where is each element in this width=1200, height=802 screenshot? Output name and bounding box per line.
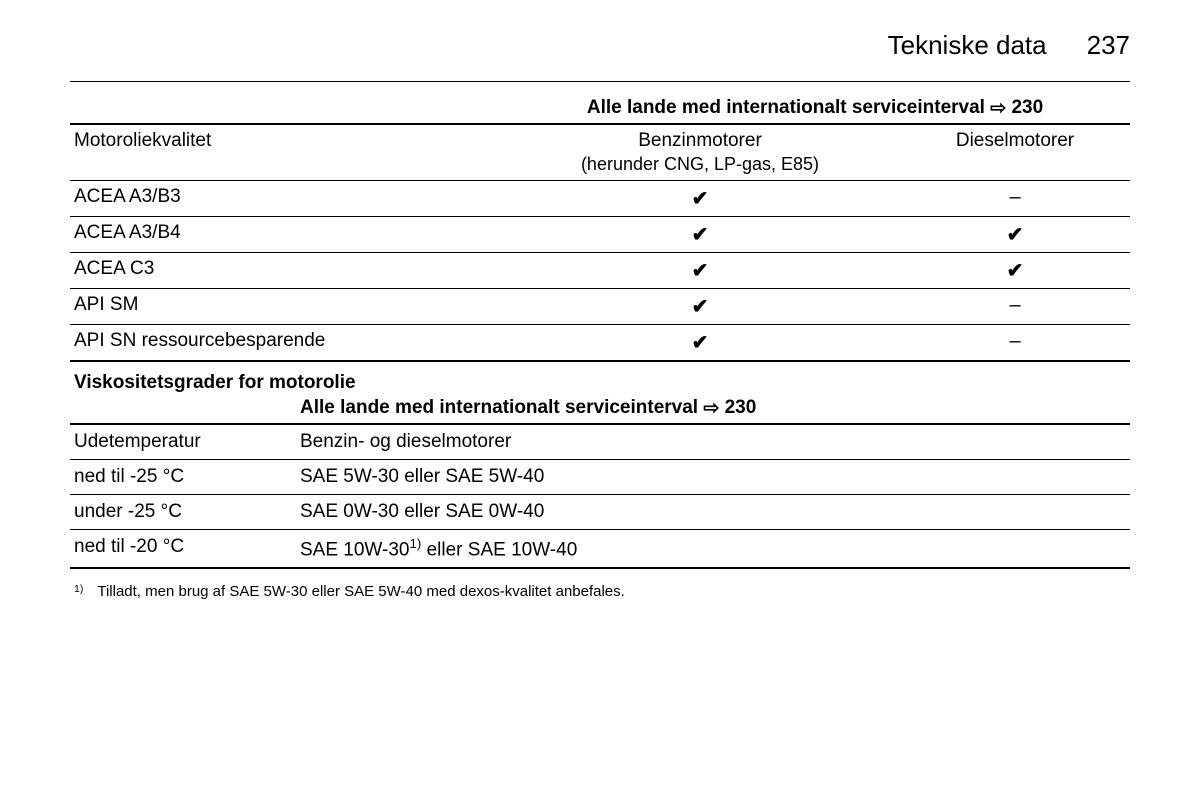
table1-col3-header: Dieselmotorer — [900, 130, 1130, 152]
check-icon: ✔ — [1007, 224, 1024, 246]
temperature-cell: ned til -25 °C — [70, 466, 300, 488]
footnote: 1) Tilladt, men brug af SAE 5W-30 eller … — [70, 569, 1130, 602]
table-row: under -25 °CSAE 0W-30 eller SAE 0W-40 — [70, 495, 1130, 529]
diesel-cell: – — [900, 186, 1130, 211]
table-row: ned til -20 °CSAE 10W-301) eller SAE 10W… — [70, 530, 1130, 567]
viscosity-cell: SAE 0W-30 eller SAE 0W-40 — [300, 501, 1130, 523]
petrol-cell: ✔ — [500, 222, 900, 247]
viscosity-cell: SAE 5W-30 eller SAE 5W-40 — [300, 466, 1130, 488]
oil-quality-label: ACEA A3/B3 — [70, 186, 500, 211]
temperature-cell: ned til -20 °C — [70, 536, 300, 561]
check-icon: ✔ — [692, 260, 709, 282]
table2-header-row: Udetemperatur Benzin- og dieselmotorer — [70, 425, 1130, 459]
table1-col1-header: Motoroliekvalitet — [70, 130, 500, 152]
reference-arrow-icon: ⇨ — [703, 397, 719, 420]
table1-body: ACEA A3/B3 ✔ – ACEA A3/B4 ✔ ✔ ACEA C3 ✔ ✔ API SM ✔… — [70, 181, 1130, 362]
table1-col2-header: Benzinmotorer — [500, 130, 900, 152]
table1-subheader-row: (herunder CNG, LP-gas, E85) — [70, 154, 1130, 180]
viscosity-prefix: SAE 10W-30 — [300, 539, 409, 560]
oil-quality-label: ACEA A3/B4 — [70, 222, 500, 247]
oil-quality-label: API SN ressourcebesparende — [70, 330, 500, 355]
dash-icon: – — [1009, 186, 1020, 208]
table2-col1-header: Udetemperatur — [70, 431, 300, 453]
petrol-cell: ✔ — [500, 186, 900, 211]
viscosity-cell: SAE 10W-301) eller SAE 10W-40 — [300, 536, 1130, 561]
footnote-text: Tilladt, men brug af SAE 5W-30 eller SAE… — [97, 583, 624, 602]
check-icon: ✔ — [692, 332, 709, 354]
section-title: Tekniske data — [888, 30, 1047, 61]
petrol-cell: ✔ — [500, 258, 900, 283]
table-row: API SM ✔ – — [70, 289, 1130, 324]
table2-caption: Alle lande med internationalt serviceint… — [300, 396, 1130, 423]
table1-caption: Alle lande med internationalt serviceint… — [500, 90, 1130, 123]
diesel-cell: ✔ — [900, 222, 1130, 247]
diesel-cell: ✔ — [900, 258, 1130, 283]
dash-icon: – — [1009, 330, 1020, 352]
page-number: 237 — [1087, 30, 1130, 61]
table1-col2-subheader: (herunder CNG, LP-gas, E85) — [500, 154, 900, 175]
table-row: ACEA C3 ✔ ✔ — [70, 253, 1130, 288]
page-header: Tekniske data 237 — [70, 30, 1130, 61]
viscosity-suffix: eller SAE 10W-40 — [421, 539, 577, 560]
check-icon: ✔ — [692, 188, 709, 210]
table1-caption-ref: 230 — [1011, 97, 1043, 118]
diesel-cell: – — [900, 294, 1130, 319]
temperature-cell: under -25 °C — [70, 501, 300, 523]
oil-quality-label: ACEA C3 — [70, 258, 500, 283]
table1-caption-text: Alle lande med internationalt serviceint… — [587, 97, 985, 118]
table-row: ned til -25 °CSAE 5W-30 eller SAE 5W-40 — [70, 460, 1130, 494]
check-icon: ✔ — [1007, 260, 1024, 282]
table1-header-row: Motoroliekvalitet Benzinmotorer Dieselmo… — [70, 125, 1130, 154]
footnote-ref: 1) — [409, 536, 421, 551]
footnote-marker: 1) — [74, 583, 83, 602]
table2-body: ned til -25 °CSAE 5W-30 eller SAE 5W-40u… — [70, 460, 1130, 569]
dash-icon: – — [1009, 294, 1020, 316]
table-row: ACEA A3/B4 ✔ ✔ — [70, 217, 1130, 252]
check-icon: ✔ — [692, 224, 709, 246]
table2-caption-text: Alle lande med internationalt serviceint… — [300, 397, 698, 418]
table2-caption-ref: 230 — [725, 397, 757, 418]
reference-arrow-icon: ⇨ — [990, 97, 1006, 120]
table-row: API SN ressourcebesparende ✔ – — [70, 325, 1130, 360]
table-row: ACEA A3/B3 ✔ – — [70, 181, 1130, 216]
table2-title: Viskositetsgrader for motorolie — [70, 362, 1130, 396]
table2-col2-header: Benzin- og dieselmotorer — [300, 431, 1130, 453]
oil-quality-label: API SM — [70, 294, 500, 319]
petrol-cell: ✔ — [500, 330, 900, 355]
check-icon: ✔ — [692, 296, 709, 318]
petrol-cell: ✔ — [500, 294, 900, 319]
diesel-cell: – — [900, 330, 1130, 355]
